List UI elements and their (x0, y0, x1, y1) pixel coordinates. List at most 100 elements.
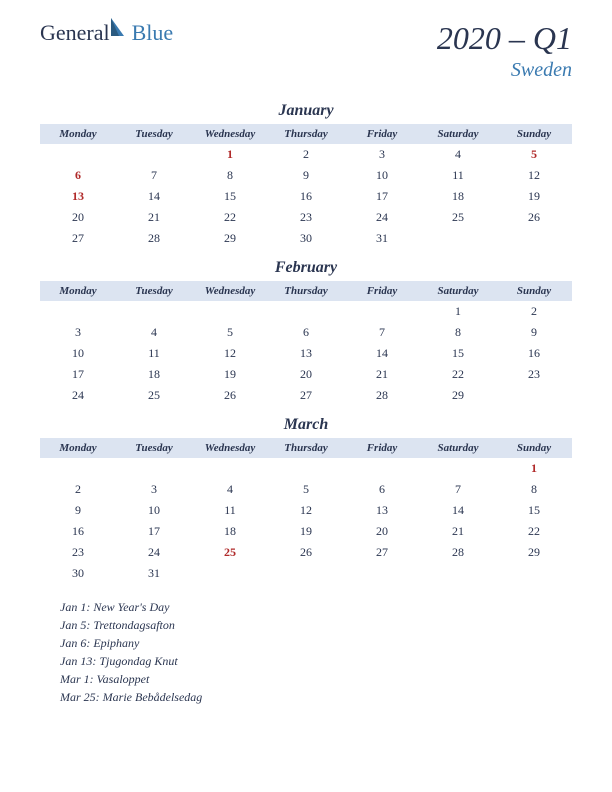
weekday-header: Friday (344, 438, 420, 458)
weekday-header: Monday (40, 124, 116, 144)
calendar-cell: 15 (420, 343, 496, 364)
calendar-cell: 26 (496, 207, 572, 228)
calendar-cell (268, 458, 344, 479)
calendar-cell: 4 (192, 479, 268, 500)
calendar-cell (268, 563, 344, 584)
calendar-cell (420, 458, 496, 479)
calendar-cell: 20 (40, 207, 116, 228)
calendar-row: 242526272829 (40, 385, 572, 406)
calendar-cell: 2 (40, 479, 116, 500)
logo-sail-icon (110, 16, 128, 38)
calendar-cell: 21 (344, 364, 420, 385)
calendar-cell: 25 (116, 385, 192, 406)
calendar-cell: 26 (268, 542, 344, 563)
calendar-cell: 23 (40, 542, 116, 563)
logo: General Blue (40, 20, 173, 46)
holiday-line: Jan 13: Tjugondag Knut (60, 652, 572, 670)
calendar-cell: 27 (344, 542, 420, 563)
weekday-header: Monday (40, 438, 116, 458)
calendar-cell: 28 (420, 542, 496, 563)
calendar-cell: 26 (192, 385, 268, 406)
calendar-cell: 7 (344, 322, 420, 343)
calendar-table: MondayTuesdayWednesdayThursdayFridaySatu… (40, 281, 572, 406)
calendar-cell: 25 (420, 207, 496, 228)
month-block: JanuaryMondayTuesdayWednesdayThursdayFri… (40, 102, 572, 249)
month-name: March (40, 416, 572, 434)
calendar-cell: 23 (268, 207, 344, 228)
weekday-header: Wednesday (192, 438, 268, 458)
calendar-row: 16171819202122 (40, 521, 572, 542)
calendar-cell: 6 (40, 165, 116, 186)
calendar-cell (420, 228, 496, 249)
calendar-cell: 28 (116, 228, 192, 249)
calendar-row: 12345 (40, 144, 572, 165)
calendar-cell (496, 228, 572, 249)
calendar-row: 1 (40, 458, 572, 479)
holiday-line: Jan 5: Trettondagsafton (60, 616, 572, 634)
calendar-cell: 21 (116, 207, 192, 228)
weekday-header: Sunday (496, 281, 572, 301)
calendar-cell: 12 (496, 165, 572, 186)
calendar-cell: 2 (496, 301, 572, 322)
calendar-cell: 18 (420, 186, 496, 207)
logo-text-blue: Blue (132, 20, 174, 46)
weekday-header: Saturday (420, 438, 496, 458)
calendar-cell: 22 (420, 364, 496, 385)
calendar-cell: 4 (116, 322, 192, 343)
calendar-cell: 25 (192, 542, 268, 563)
calendar-cell: 18 (192, 521, 268, 542)
calendar-row: 2345678 (40, 479, 572, 500)
calendar-cell: 1 (192, 144, 268, 165)
calendar-cell: 15 (496, 500, 572, 521)
calendar-cell: 16 (40, 521, 116, 542)
calendar-row: 10111213141516 (40, 343, 572, 364)
calendar-cell: 30 (40, 563, 116, 584)
calendar-cell: 13 (344, 500, 420, 521)
calendar-cell (40, 458, 116, 479)
calendar-cell: 1 (420, 301, 496, 322)
country: Sweden (437, 59, 572, 82)
calendar-cell: 12 (268, 500, 344, 521)
calendar-cell: 8 (496, 479, 572, 500)
calendar-row: 6789101112 (40, 165, 572, 186)
calendar-cell: 24 (40, 385, 116, 406)
calendar-cell: 29 (496, 542, 572, 563)
calendar-row: 2728293031 (40, 228, 572, 249)
calendar-cell: 17 (344, 186, 420, 207)
calendar-cell (192, 458, 268, 479)
weekday-header: Tuesday (116, 438, 192, 458)
calendar-row: 3031 (40, 563, 572, 584)
calendar-cell (116, 144, 192, 165)
weekday-header: Thursday (268, 438, 344, 458)
calendar-cell: 14 (344, 343, 420, 364)
calendar-cell: 13 (268, 343, 344, 364)
calendar-cell (420, 563, 496, 584)
calendar-cell: 13 (40, 186, 116, 207)
calendar-row: 20212223242526 (40, 207, 572, 228)
calendar-cell: 19 (496, 186, 572, 207)
calendar-cell (496, 385, 572, 406)
calendar-cell: 29 (192, 228, 268, 249)
calendar-cell: 9 (268, 165, 344, 186)
calendar-cell: 5 (192, 322, 268, 343)
calendar-cell: 21 (420, 521, 496, 542)
calendar-cell: 24 (344, 207, 420, 228)
calendar-cell: 22 (496, 521, 572, 542)
weekday-header: Sunday (496, 438, 572, 458)
calendar-cell: 31 (344, 228, 420, 249)
calendar-cell: 29 (420, 385, 496, 406)
calendar-cell: 1 (496, 458, 572, 479)
weekday-header: Sunday (496, 124, 572, 144)
calendar-cell: 14 (420, 500, 496, 521)
calendar-cell (192, 563, 268, 584)
month-name: February (40, 259, 572, 277)
calendar-cell: 27 (40, 228, 116, 249)
calendar-cell: 11 (116, 343, 192, 364)
holiday-line: Mar 25: Marie Bebådelsedag (60, 688, 572, 706)
calendar-row: 23242526272829 (40, 542, 572, 563)
calendar-cell (116, 458, 192, 479)
calendar-table: MondayTuesdayWednesdayThursdayFridaySatu… (40, 438, 572, 584)
calendar-row: 9101112131415 (40, 500, 572, 521)
calendar-cell (116, 301, 192, 322)
calendar-row: 13141516171819 (40, 186, 572, 207)
